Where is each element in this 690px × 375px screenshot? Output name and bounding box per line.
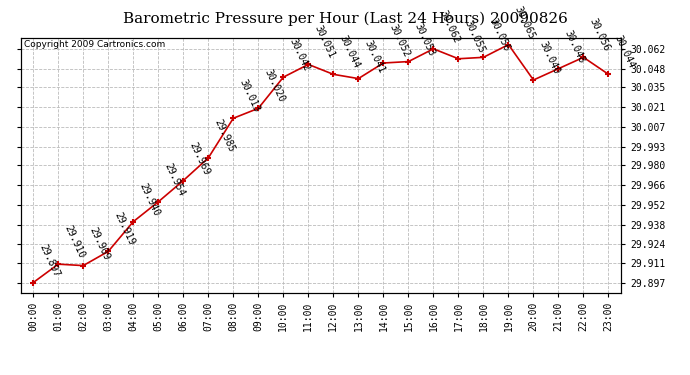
Text: 30.052: 30.052 <box>388 22 411 59</box>
Text: 30.056: 30.056 <box>588 17 611 53</box>
Text: 30.051: 30.051 <box>313 24 337 60</box>
Text: 30.044: 30.044 <box>337 34 362 70</box>
Text: 29.985: 29.985 <box>213 118 237 154</box>
Text: 29.919: 29.919 <box>112 211 137 247</box>
Text: 29.897: 29.897 <box>37 242 61 278</box>
Text: 30.056: 30.056 <box>488 17 511 53</box>
Text: 30.055: 30.055 <box>462 18 486 55</box>
Text: 29.940: 29.940 <box>137 182 161 218</box>
Text: 30.042: 30.042 <box>288 37 311 73</box>
Text: 30.065: 30.065 <box>513 4 537 40</box>
Text: Barometric Pressure per Hour (Last 24 Hours) 20090826: Barometric Pressure per Hour (Last 24 Ho… <box>123 11 567 26</box>
Text: 30.020: 30.020 <box>262 68 286 104</box>
Text: 30.040: 30.040 <box>538 40 562 76</box>
Text: 29.909: 29.909 <box>88 225 111 261</box>
Text: 30.048: 30.048 <box>562 28 586 64</box>
Text: 30.062: 30.062 <box>437 9 462 45</box>
Text: 29.954: 29.954 <box>162 162 186 198</box>
Text: 30.013: 30.013 <box>237 78 262 114</box>
Text: 30.044: 30.044 <box>613 34 637 70</box>
Text: Copyright 2009 Cartronics.com: Copyright 2009 Cartronics.com <box>23 40 165 49</box>
Text: 29.910: 29.910 <box>62 224 86 260</box>
Text: 29.969: 29.969 <box>188 140 211 176</box>
Text: 30.053: 30.053 <box>413 21 437 57</box>
Text: 30.041: 30.041 <box>362 38 386 74</box>
